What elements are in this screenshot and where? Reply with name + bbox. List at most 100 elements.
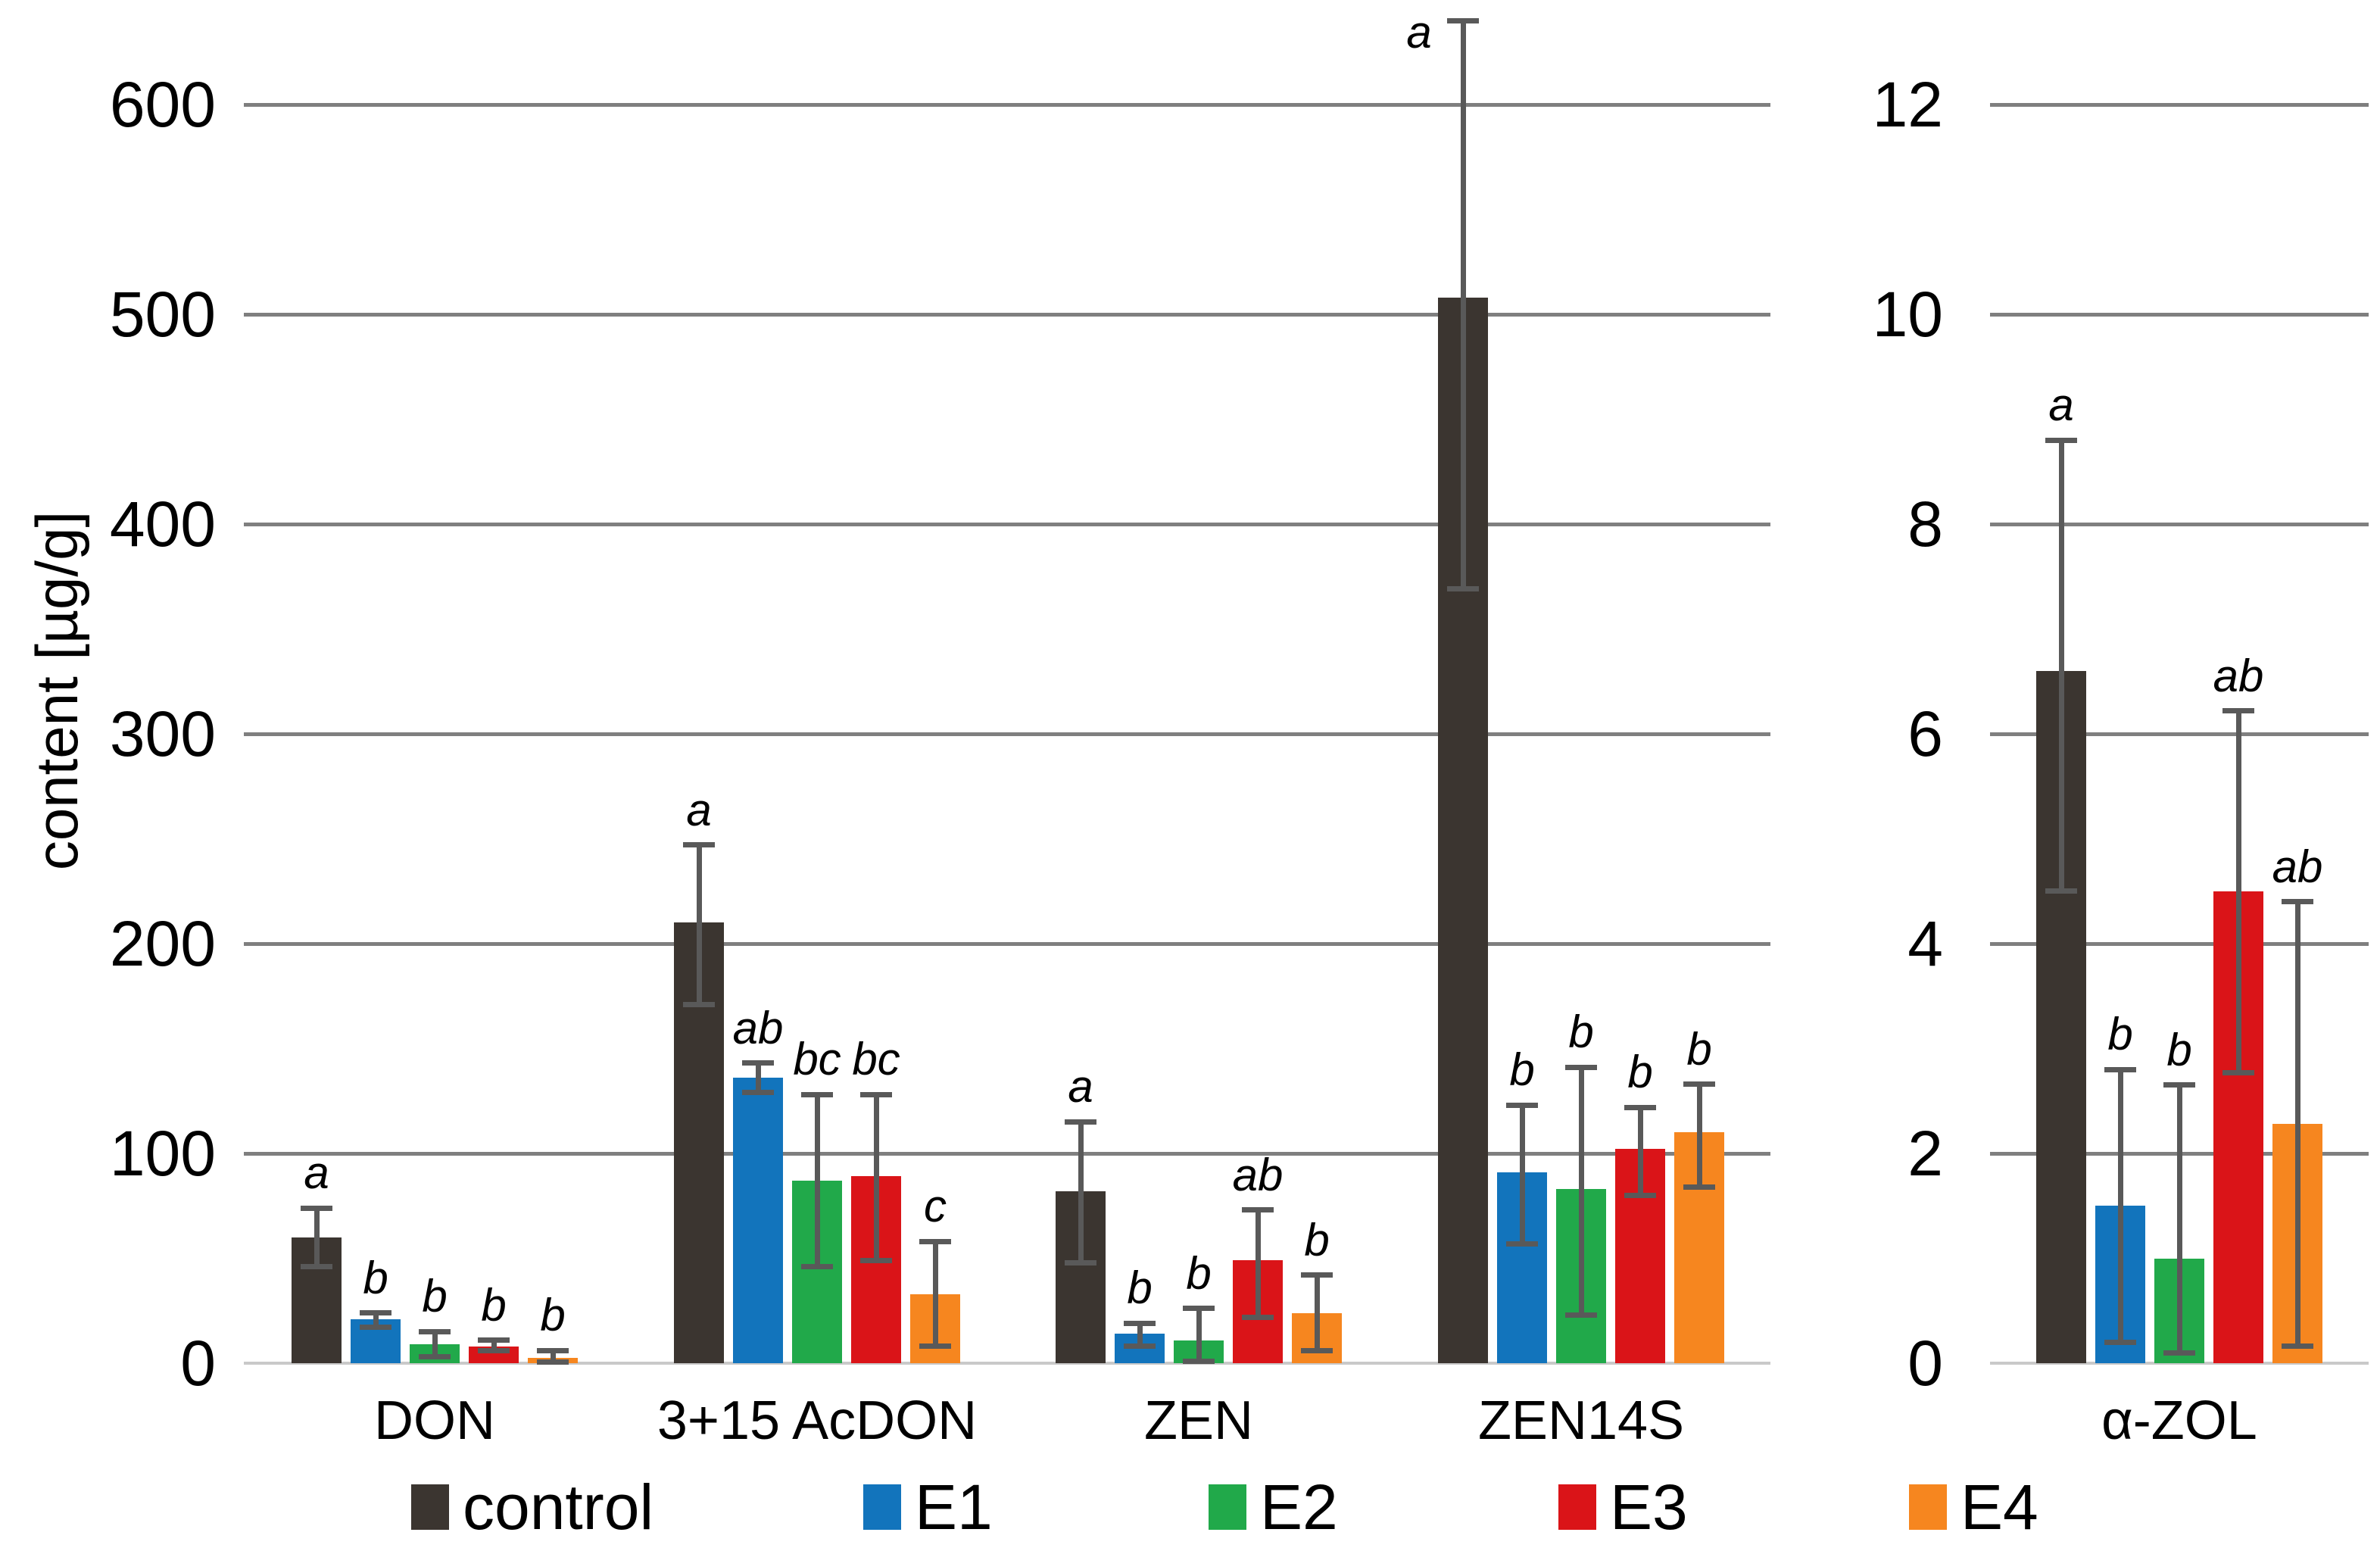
sig-letter-zen-control: a (1068, 1061, 1093, 1113)
error-bar-alpha-zol-e3 (2235, 710, 2241, 1073)
y-tick-left-300: 300 (109, 698, 216, 769)
legend-item-e1: E1 (863, 1475, 993, 1539)
legend-item-e4: E4 (1909, 1475, 2038, 1539)
sig-letter-zen-e2: b (1186, 1247, 1212, 1299)
error-bar-zen14s-e1 (1519, 1105, 1525, 1244)
legend-item-control: control (411, 1475, 653, 1539)
error-cap-top-don-e4 (537, 1347, 569, 1353)
error-cap-bottom-alpha-zol-e3 (2222, 1069, 2254, 1075)
sig-letter-3-15-acdon-e2: bc (793, 1034, 841, 1085)
sig-letter-don-control: a (304, 1147, 329, 1199)
error-cap-top-zen14s-e1 (1506, 1102, 1538, 1108)
error-cap-bottom-zen14s-e4 (1683, 1184, 1715, 1190)
error-cap-top-zen14s-e4 (1683, 1081, 1715, 1088)
error-cap-bottom-don-control (301, 1264, 332, 1270)
y-tick-left-0: 0 (180, 1328, 216, 1399)
error-cap-bottom-don-e3 (478, 1347, 510, 1353)
error-cap-bottom-3-15-acdon-e3 (860, 1257, 892, 1263)
error-bar-don-e3 (491, 1340, 497, 1351)
error-cap-top-3-15-acdon-e4 (919, 1238, 951, 1244)
bar-3-15-acdon-e1 (733, 1078, 783, 1363)
error-cap-top-3-15-acdon-e3 (860, 1091, 892, 1097)
error-bar-zen14s-e4 (1696, 1084, 1702, 1187)
error-bar-3-15-acdon-e1 (755, 1063, 761, 1093)
error-bar-zen14s-e2 (1578, 1067, 1584, 1315)
error-bar-alpha-zol-control (2058, 440, 2064, 891)
error-cap-bottom-zen-e1 (1124, 1343, 1156, 1350)
error-cap-top-zen-e4 (1301, 1272, 1333, 1278)
gridline-left-200 (244, 941, 1770, 946)
error-cap-top-zen14s-control (1447, 17, 1479, 23)
error-cap-top-don-e3 (478, 1337, 510, 1343)
gridline-left-0 (244, 1362, 1770, 1365)
sig-letter-alpha-zol-e3: ab (2213, 650, 2264, 701)
error-cap-top-3-15-acdon-e1 (742, 1060, 774, 1066)
legend-swatch-e3 (1558, 1484, 1596, 1530)
sig-letter-zen14s-e2: b (1568, 1006, 1594, 1058)
sig-letter-3-15-acdon-e4: c (924, 1181, 947, 1232)
error-cap-top-zen-e1 (1124, 1320, 1156, 1326)
error-cap-bottom-3-15-acdon-e2 (801, 1264, 833, 1270)
x-label-don: DON (374, 1390, 495, 1451)
y-tick-right-2: 2 (1907, 1118, 1943, 1189)
error-bar-zen-e4 (1314, 1275, 1320, 1351)
error-cap-top-zen-control (1065, 1119, 1096, 1125)
y-tick-right-4: 4 (1907, 908, 1943, 979)
error-bar-zen14s-e3 (1637, 1107, 1643, 1196)
error-bar-don-e2 (432, 1331, 438, 1357)
gridline-left-300 (244, 732, 1770, 736)
legend-swatch-e2 (1209, 1484, 1246, 1530)
y-tick-right-8: 8 (1907, 488, 1943, 560)
error-cap-bottom-zen14s-e1 (1506, 1240, 1538, 1247)
gridline-right-8 (1990, 522, 2369, 526)
y-tick-left-500: 500 (109, 279, 216, 350)
error-bar-3-15-acdon-e2 (814, 1094, 820, 1267)
error-cap-top-alpha-zol-e1 (2104, 1066, 2136, 1072)
sig-letter-alpha-zol-e4: ab (2272, 841, 2323, 892)
y-tick-left-400: 400 (109, 488, 216, 560)
gridline-left-600 (244, 102, 1770, 107)
x-label-3-15-acdon: 3+15 AcDON (657, 1390, 978, 1451)
sig-letter-3-15-acdon-e1: ab (732, 1002, 784, 1053)
error-cap-bottom-alpha-zol-e2 (2163, 1350, 2195, 1356)
gridline-right-12 (1990, 102, 2369, 107)
sig-letter-don-e1: b (363, 1252, 388, 1303)
error-cap-top-3-15-acdon-control (683, 842, 715, 848)
sig-letter-don-e4: b (540, 1290, 566, 1341)
error-bar-alpha-zol-e4 (2294, 901, 2300, 1347)
sig-letter-don-e2: b (422, 1271, 448, 1322)
error-cap-bottom-alpha-zol-control (2045, 888, 2077, 894)
gridline-right-4 (1990, 941, 2369, 946)
legend-label-e3: E3 (1610, 1471, 1688, 1543)
error-cap-top-don-control (301, 1205, 332, 1211)
sig-letter-3-15-acdon-e3: bc (852, 1034, 900, 1085)
sig-letter-don-e3: b (481, 1279, 507, 1331)
error-cap-bottom-alpha-zol-e4 (2282, 1343, 2313, 1350)
error-cap-bottom-3-15-acdon-e4 (919, 1343, 951, 1350)
legend-swatch-control (411, 1484, 449, 1530)
error-cap-top-don-e1 (360, 1310, 391, 1316)
legend-label-control: control (463, 1471, 654, 1543)
error-cap-bottom-zen-e4 (1301, 1347, 1333, 1353)
gridline-right-0 (1990, 1362, 2369, 1365)
gridline-right-6 (1990, 732, 2369, 736)
error-cap-top-don-e2 (419, 1328, 451, 1334)
x-label-alpha-zol: α-ZOL (2101, 1390, 2257, 1451)
legend-label-e4: E4 (1960, 1471, 2038, 1543)
legend-swatch-e1 (863, 1484, 901, 1530)
error-bar-zen14s-control (1460, 20, 1466, 589)
error-cap-bottom-zen-e3 (1242, 1314, 1274, 1320)
error-bar-3-15-acdon-control (696, 844, 702, 1005)
error-cap-bottom-zen-control (1065, 1259, 1096, 1265)
error-cap-top-zen14s-e2 (1565, 1064, 1597, 1070)
error-bar-zen-e3 (1255, 1209, 1261, 1318)
sig-letter-alpha-zol-control: a (2048, 379, 2074, 431)
error-cap-bottom-zen14s-control (1447, 586, 1479, 592)
error-cap-top-alpha-zol-e4 (2282, 899, 2313, 905)
error-bar-don-control (313, 1208, 320, 1267)
error-bar-don-e4 (550, 1350, 556, 1362)
legend-item-e2: E2 (1209, 1475, 1338, 1539)
error-bar-zen-control (1078, 1122, 1084, 1263)
sig-letter-alpha-zol-e2: b (2166, 1024, 2192, 1075)
